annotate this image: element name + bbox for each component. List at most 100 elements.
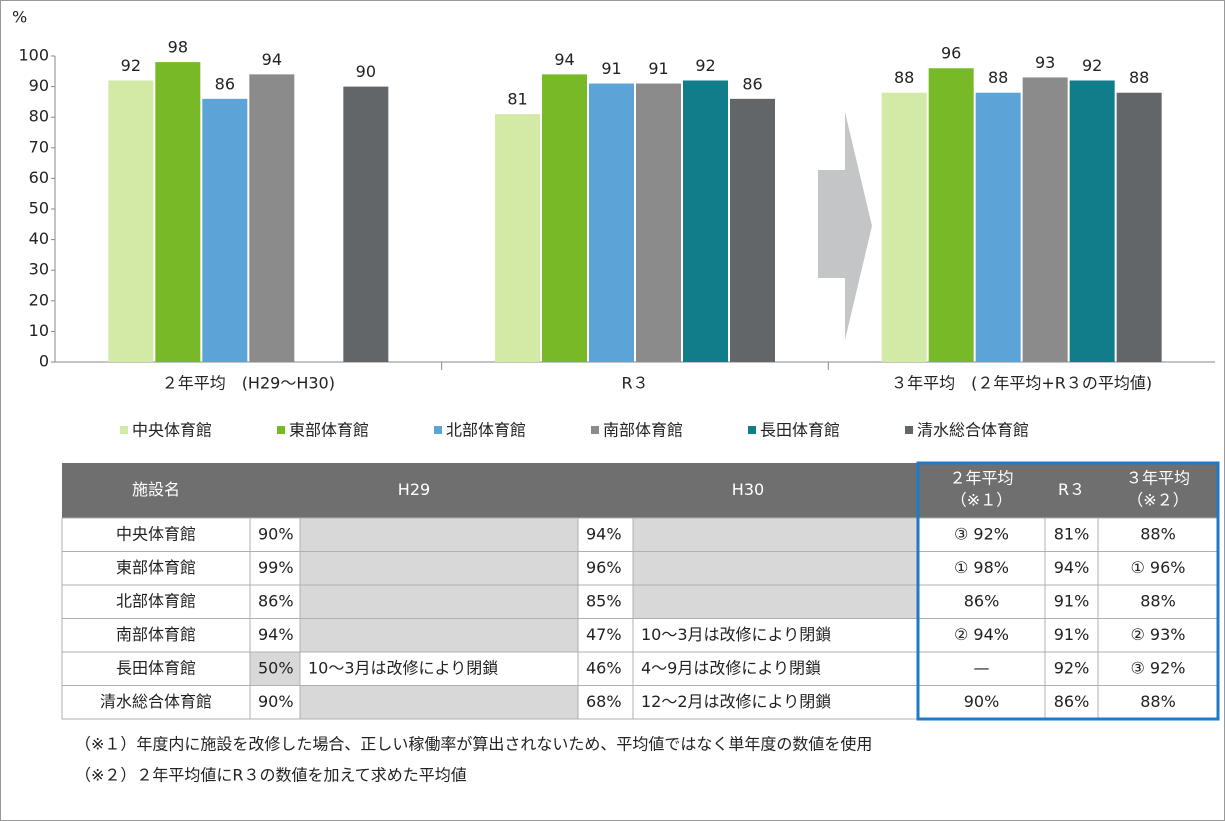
legend-label: 清水総合体育館 [917, 421, 1029, 440]
table-cell-text: 88% [1140, 591, 1176, 610]
bar [202, 98, 248, 362]
table-cell [1097, 517, 1219, 552]
table-cell [1044, 551, 1099, 586]
table-cell [917, 551, 1046, 586]
y-tick-label: 60 [29, 168, 49, 187]
value-label: 88 [988, 68, 1008, 87]
table-cell [61, 651, 251, 686]
table-cell [632, 551, 919, 586]
table-cell-text: ② 94% [954, 625, 1009, 644]
y-tick-label: 30 [29, 260, 49, 279]
table-cell-text: 94% [586, 524, 622, 543]
table-cell [1044, 584, 1099, 619]
table-cell [917, 651, 1046, 686]
bar [1069, 80, 1115, 362]
table-header: （※２） [1127, 491, 1188, 510]
table-header: ２年平均 [949, 469, 1013, 488]
table-cell [61, 618, 251, 653]
table-cell-text: 東部体育館 [116, 558, 196, 577]
table-cell [61, 584, 251, 619]
table-header: 施設名 [132, 480, 180, 499]
table-cell-text: 南部体育館 [116, 625, 196, 644]
legend-swatch [120, 426, 128, 434]
footnote: （※２）２年平均値にR３の数値を加えて求めた平均値 [75, 766, 467, 785]
table-cell [61, 685, 251, 720]
y-tick-label: 80 [29, 107, 49, 126]
table-cell [632, 517, 919, 552]
x-tick-label: ２年平均 (H29～H30) [162, 374, 335, 393]
table-cell-text: 86% [964, 591, 1000, 610]
table-header: ３年平均 [1126, 469, 1190, 488]
y-tick-label: 20 [29, 290, 49, 309]
bar [730, 98, 775, 362]
y-tick-label: 100 [18, 46, 49, 65]
value-label: 94 [554, 50, 574, 69]
value-label: 98 [168, 38, 188, 57]
table-cell [299, 551, 579, 586]
arrow [818, 112, 872, 340]
table-cell-text: 86% [258, 591, 294, 610]
bar [343, 86, 389, 362]
legend-swatch [277, 426, 285, 434]
table-cell-text: ③ 92% [1131, 658, 1186, 677]
footnote: （※１）年度内に施設を改修した場合、正しい稼働率が算出されないため、平均値ではな… [75, 735, 872, 754]
table-cell-text: 91% [1054, 591, 1090, 610]
legend-label: 中央体育館 [132, 421, 212, 440]
y-tick-label: 70 [29, 137, 49, 156]
table-cell-text: 50% [258, 658, 294, 677]
bar [155, 62, 201, 363]
table-cell-text: 10～3月は改修により閉鎖 [641, 625, 831, 644]
x-tick-label: R３ [621, 374, 648, 393]
value-label: 93 [1035, 53, 1055, 72]
legend-swatch [434, 426, 442, 434]
table-header: H29 [398, 480, 430, 499]
bar [1116, 92, 1162, 362]
legend-label: 長田体育館 [760, 421, 840, 440]
table-cell-text: 96% [586, 558, 622, 577]
table-cell-text: 4～9月は改修により閉鎖 [641, 658, 821, 677]
table-cell-text: 92% [1054, 658, 1090, 677]
table-cell-text: ① 96% [1131, 558, 1186, 577]
table-cell-text: 12～2月は改修により閉鎖 [641, 692, 831, 711]
table-cell-text: 90% [964, 692, 1000, 711]
legend-swatch [748, 426, 756, 434]
table-cell-text: 94% [1054, 558, 1090, 577]
value-label: 88 [1129, 68, 1149, 87]
table-cell-text: 北部体育館 [116, 591, 196, 610]
table-cell [577, 618, 634, 653]
value-label: 94 [262, 50, 282, 69]
table-cell [249, 584, 301, 619]
table-cell-text: 91% [1054, 625, 1090, 644]
table-cell-text: ① 98% [954, 558, 1009, 577]
y-tick-label: 40 [29, 229, 49, 248]
legend-label: 南部体育館 [603, 421, 683, 440]
y-tick-label: 90 [29, 76, 49, 95]
y-unit: % [12, 8, 27, 27]
bar [249, 74, 295, 363]
value-label: 88 [894, 68, 914, 87]
table-cell-text: 86% [1054, 692, 1090, 711]
bar [636, 83, 681, 362]
value-label: 91 [601, 59, 621, 78]
bar [495, 114, 540, 362]
y-tick-label: 0 [39, 352, 49, 371]
legend-label: 北部体育館 [446, 421, 526, 440]
table-cell-text: ② 93% [1131, 625, 1186, 644]
x-tick-label: ３年平均 (２年平均+R３の平均値) [891, 374, 1152, 393]
table-cell-text: ③ 92% [954, 524, 1009, 543]
y-tick-label: 50 [29, 199, 49, 218]
table-cell [249, 651, 301, 686]
bar [1022, 77, 1068, 363]
value-label: 91 [648, 59, 668, 78]
table-cell [249, 551, 301, 586]
table-cell [249, 685, 301, 720]
value-label: 86 [215, 74, 235, 93]
value-label: 96 [941, 44, 961, 63]
table-cell [1097, 618, 1219, 653]
table-cell-text: 81% [1054, 524, 1090, 543]
bar [108, 80, 154, 362]
table-cell-text: 46% [586, 658, 622, 677]
table-cell [299, 584, 579, 619]
